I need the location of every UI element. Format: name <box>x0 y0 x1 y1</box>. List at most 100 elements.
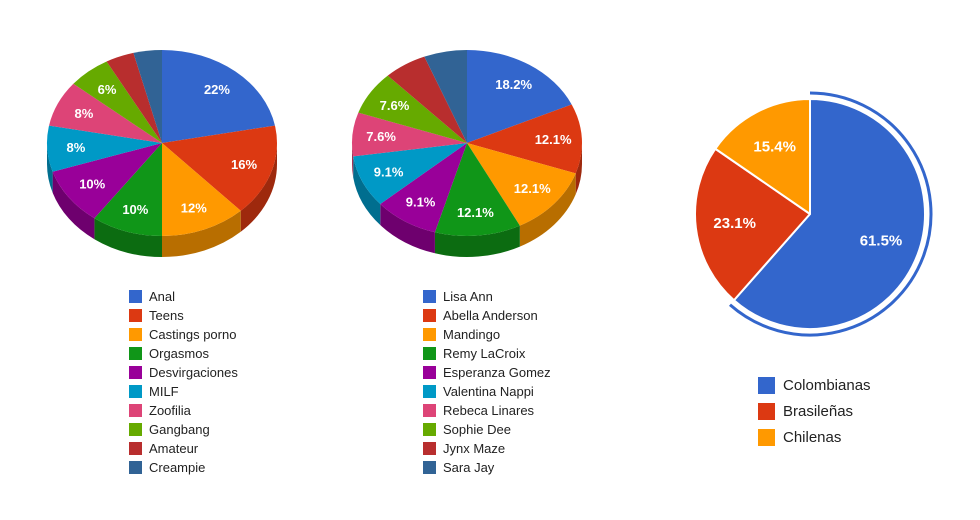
legend-item[interactable]: MILF <box>129 382 238 401</box>
pie-slice-label: 61.5% <box>860 232 903 249</box>
pie-slice-colombianas[interactable] <box>732 98 926 330</box>
legend-label: Colombianas <box>783 376 871 394</box>
legend-label: Sara Jay <box>443 460 495 475</box>
pie-slice-label: 8% <box>67 140 86 155</box>
legend-swatch <box>423 442 436 455</box>
legend-swatch <box>129 366 142 379</box>
pie-slice-lisa-ann[interactable] <box>467 50 572 143</box>
legend-item[interactable]: Remy LaCroix <box>423 344 551 363</box>
legend-item[interactable]: Chilenas <box>758 424 871 450</box>
legend-item[interactable]: Sara Jay <box>423 458 551 477</box>
pie-slice-side <box>519 173 576 247</box>
pie-slice-label: 23.1% <box>713 215 756 232</box>
pie-slice-side <box>575 143 582 195</box>
pie-slice-desvirgaciones[interactable] <box>52 143 162 219</box>
legend-label: Anal <box>149 289 176 304</box>
pie-slice-label: 12.1% <box>514 181 551 196</box>
legend-label: Castings porno <box>149 327 237 342</box>
pie-slice-rebeca-linares[interactable] <box>352 112 467 157</box>
pie-slice-sophie-dee[interactable] <box>358 75 467 143</box>
pie-slice-creampie[interactable] <box>133 50 162 143</box>
legend-item[interactable]: Gangbang <box>129 420 238 439</box>
legend-item[interactable]: Anal <box>129 287 238 306</box>
pie-slice-label: 10% <box>79 177 105 192</box>
pie-slice-label: 8% <box>75 106 94 121</box>
legend-item[interactable]: Abella Anderson <box>423 306 551 325</box>
legend-swatch <box>423 290 436 303</box>
pie-slice-brasile-as[interactable] <box>694 147 811 302</box>
legend-label: Amateur <box>149 441 199 456</box>
legend-label: Zoofilia <box>149 403 191 418</box>
pie-slice-side <box>434 225 520 258</box>
pie-slice-label: 9.1% <box>406 194 436 209</box>
legend-swatch <box>423 385 436 398</box>
legend-item[interactable]: Brasileñas <box>758 398 871 424</box>
legend-label: Gangbang <box>149 422 210 437</box>
legend-label: Creampie <box>149 460 206 475</box>
legend-swatch <box>758 428 775 446</box>
pie-slice-teens[interactable] <box>162 125 277 211</box>
legend-swatch <box>423 423 436 436</box>
legend-label: Sophie Dee <box>443 422 511 437</box>
pie-slice-zoofilia[interactable] <box>49 83 162 143</box>
legend-item[interactable]: Desvirgaciones <box>129 363 238 382</box>
pie-slice-side <box>352 143 354 178</box>
pie-slice-sara-jay[interactable] <box>424 50 467 143</box>
pie-slice-label: 7.6% <box>380 98 410 113</box>
pie-slice-remy-lacroix[interactable] <box>434 143 520 237</box>
pie-slice-label: 15.4% <box>753 138 796 155</box>
legend-item[interactable]: Colombianas <box>758 372 871 398</box>
legend-swatch <box>423 404 436 417</box>
pie-slice-label: 10% <box>122 202 148 217</box>
legend-swatch <box>129 328 142 341</box>
pie-slice-abella-anderson[interactable] <box>467 104 582 174</box>
pie-slice-side <box>240 143 277 232</box>
pie-slice-label: 22% <box>204 82 230 97</box>
legend-label: Chilenas <box>783 428 842 446</box>
legend-label: Remy LaCroix <box>443 346 526 361</box>
pie-slice-side <box>94 218 162 257</box>
legend-item[interactable]: Teens <box>129 306 238 325</box>
legend-item[interactable]: Valentina Nappi <box>423 382 551 401</box>
pie-slice-side <box>47 143 53 193</box>
pie-slice-jynx-maze[interactable] <box>387 56 467 143</box>
legend-label: Esperanza Gomez <box>443 365 551 380</box>
legend-item[interactable]: Sophie Dee <box>423 420 551 439</box>
legend-swatch <box>129 290 142 303</box>
legend-label: Abella Anderson <box>443 308 538 323</box>
legend-swatch <box>758 402 775 420</box>
legend-item[interactable]: Orgasmos <box>129 344 238 363</box>
pie-slice-chilenas[interactable] <box>714 98 811 215</box>
legend-item[interactable]: Jynx Maze <box>423 439 551 458</box>
legend-label: Valentina Nappi <box>443 384 534 399</box>
legend-item[interactable]: Zoofilia <box>129 401 238 420</box>
legend-item[interactable]: Creampie <box>129 458 238 477</box>
legend-item[interactable]: Lisa Ann <box>423 287 551 306</box>
legend-chart-3: Colombianas Brasileñas Chilenas <box>758 372 871 450</box>
legend-item[interactable]: Rebeca Linares <box>423 401 551 420</box>
pie-slice-orgasmos[interactable] <box>94 143 162 236</box>
pie-slice-label: 7.6% <box>366 129 396 144</box>
pie-slice-label: 12% <box>181 200 207 215</box>
pie-slice-label: 9.1% <box>374 165 404 180</box>
pie-slice-milf[interactable] <box>47 125 163 172</box>
legend-item[interactable]: Amateur <box>129 439 238 458</box>
legend-swatch <box>129 404 142 417</box>
legend-item[interactable]: Esperanza Gomez <box>423 363 551 382</box>
pie-slice-gangbang[interactable] <box>73 61 162 144</box>
legend-swatch <box>129 347 142 360</box>
pie-slice-label: 6% <box>98 82 117 97</box>
pie-slice-esperanza-gomez[interactable] <box>380 143 467 233</box>
legend-item[interactable]: Castings porno <box>129 325 238 344</box>
legend-chart-2: Lisa Ann Abella Anderson Mandingo Remy L… <box>423 287 551 477</box>
pie-slice-valentina-nappi[interactable] <box>353 143 467 205</box>
pie-slice-amateur[interactable] <box>106 52 162 143</box>
legend-label: Desvirgaciones <box>149 365 238 380</box>
legend-item[interactable]: Mandingo <box>423 325 551 344</box>
legend-swatch <box>129 385 142 398</box>
pie-slice-anal[interactable] <box>162 50 275 143</box>
pie-slice-side <box>353 156 381 226</box>
pie-slice-castings-porno[interactable] <box>162 143 241 236</box>
pie-slice-mandingo[interactable] <box>467 143 576 226</box>
